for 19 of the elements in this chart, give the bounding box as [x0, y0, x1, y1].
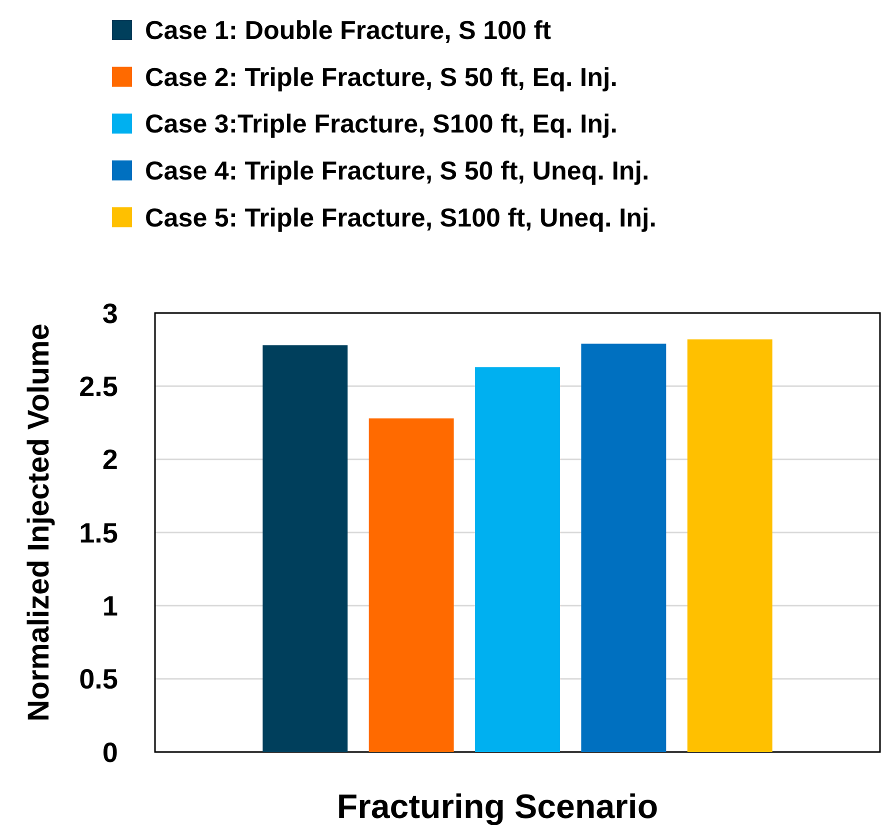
bar — [262, 345, 348, 752]
y-tick-label: 0.5 — [79, 664, 118, 695]
legend-label: Case 1: Double Fracture, S 100 ft — [145, 15, 552, 46]
bar — [368, 418, 454, 752]
y-tick-label: 2.5 — [79, 370, 118, 402]
legend-label: Case 4: Triple Fracture, S 50 ft, Uneq. Inj. — [145, 156, 650, 186]
y-tick-label: 1.5 — [79, 517, 118, 548]
bar — [687, 339, 772, 752]
legend-label: Case 2: Triple Fracture, S 50 ft, Eq. Inj. — [145, 62, 618, 92]
bar — [475, 367, 560, 752]
y-tick-label: 2 — [102, 444, 118, 476]
x-axis-title: Fracturing Scenario — [336, 788, 658, 825]
bar — [581, 344, 666, 752]
legend-label: Case 5: Triple Fracture, S100 ft, Uneq. Inj. — [145, 202, 656, 232]
y-tick-label: 1 — [102, 590, 118, 622]
y-axis-title: Normalized Injected Volume — [22, 324, 56, 722]
y-tick-label: 0 — [102, 736, 118, 768]
legend-label: Case 3:Triple Fracture, S100 ft, Eq. Inj. — [145, 108, 618, 139]
y-tick-label: 3 — [102, 298, 118, 329]
